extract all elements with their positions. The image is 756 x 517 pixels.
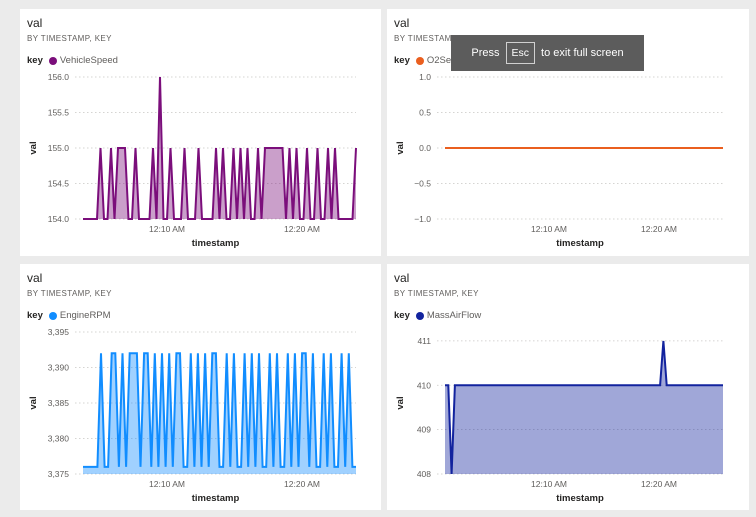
- chart-mass-air-flow: 408 409 410 411 12:10 AM 12:20 AM timestamp val: [395, 336, 723, 504]
- legend: key EngineRPM: [27, 310, 111, 321]
- tile-title: val: [27, 16, 43, 30]
- y-tick-label: 1.0: [419, 72, 431, 82]
- y-axis-title: val: [395, 396, 406, 409]
- legend-dot-icon: [48, 311, 57, 320]
- series-line: [83, 76, 357, 220]
- x-axis-title: timestamp: [556, 493, 604, 504]
- x-axis-title: timestamp: [192, 238, 240, 249]
- x-tick-label: 12:10 AM: [531, 479, 567, 489]
- y-tick-label: 3,390: [48, 363, 70, 373]
- legend-key-label: key: [394, 310, 410, 321]
- y-tick-label: −1.0: [414, 214, 431, 224]
- legend-key-label: key: [394, 55, 410, 66]
- x-tick-label: 12:20 AM: [284, 479, 320, 489]
- toast-message: to exit full screen: [541, 47, 624, 59]
- y-tick-label: −0.5: [414, 179, 431, 189]
- y-tick-label: 3,395: [48, 327, 70, 337]
- legend: key MassAirFlow: [394, 310, 481, 321]
- y-axis-title: val: [395, 141, 406, 154]
- tile-title: val: [394, 271, 410, 285]
- y-axis-title: val: [28, 396, 39, 409]
- tile-title: val: [394, 16, 410, 30]
- x-tick-label: 12:20 AM: [284, 224, 320, 234]
- exit-fullscreen-toast: Press Esc to exit full screen: [451, 35, 644, 71]
- esc-key-badge: Esc: [505, 42, 536, 64]
- tile-title: val: [27, 271, 43, 285]
- series-line: [83, 352, 356, 468]
- chart-o2-sensor-voltage: −1.0 −0.5 0.0 0.5 1.0 12:10 AM 12:20 AM timesta…: [395, 72, 723, 249]
- y-axis-title: val: [28, 141, 39, 154]
- y-tick-label: 154.5: [48, 179, 70, 189]
- x-tick-label: 12:10 AM: [149, 479, 185, 489]
- legend-dot-icon: [415, 56, 424, 65]
- y-tick-label: 3,375: [48, 469, 70, 479]
- x-tick-label: 12:20 AM: [641, 224, 677, 234]
- legend-series-name[interactable]: EngineRPM: [59, 310, 111, 321]
- y-tick-label: 155.5: [48, 108, 70, 118]
- tile-o2-sensor-voltage[interactable]: val BY TIMESTAMP, KEY key O2SensorVoltag…: [387, 9, 749, 256]
- chart-vehicle-speed: 154.0 154.5 155.0 155.5 156.0 12:10 AM 12:20 A…: [28, 72, 357, 249]
- series-line: [445, 340, 723, 475]
- y-tick-label: 410: [417, 380, 431, 390]
- tile-mass-air-flow[interactable]: val BY TIMESTAMP, KEY key MassAirFlow 40…: [387, 264, 749, 510]
- y-tick-label: 156.0: [48, 72, 70, 82]
- x-tick-label: 12:10 AM: [531, 224, 567, 234]
- series-area: [445, 340, 723, 474]
- x-axis-title: timestamp: [192, 493, 240, 504]
- y-tick-label: 409: [417, 425, 431, 435]
- legend: key VehicleSpeed: [27, 55, 118, 66]
- legend-dot-icon: [415, 311, 424, 320]
- legend-key-label: key: [27, 55, 43, 66]
- tile-subtitle: BY TIMESTAMP, KEY: [27, 289, 112, 298]
- y-tick-label: 0.5: [419, 108, 431, 118]
- tile-subtitle: BY TIMESTAMP, KEY: [394, 34, 479, 43]
- y-tick-label: 155.0: [48, 143, 70, 153]
- tile-subtitle: BY TIMESTAMP, KEY: [394, 289, 479, 298]
- y-tick-label: 0.0: [419, 143, 431, 153]
- legend-series-name[interactable]: MassAirFlow: [426, 310, 482, 321]
- toast-press-text: Press: [471, 47, 500, 59]
- y-tick-label: 154.0: [48, 214, 70, 224]
- y-tick-label: 3,385: [48, 398, 70, 408]
- x-tick-label: 12:10 AM: [149, 224, 185, 234]
- legend-series-name[interactable]: VehicleSpeed: [59, 55, 118, 66]
- chart-engine-rpm: 3,375 3,380 3,385 3,390 3,395 12:10 AM 12:20 A…: [28, 327, 356, 504]
- x-tick-label: 12:20 AM: [641, 479, 677, 489]
- tile-vehicle-speed[interactable]: val BY TIMESTAMP, KEY key VehicleSpeed 1…: [20, 9, 381, 256]
- y-tick-label: 408: [417, 469, 431, 479]
- y-tick-label: 3,380: [48, 434, 70, 444]
- y-tick-label: 411: [417, 336, 431, 346]
- x-axis-title: timestamp: [556, 238, 604, 249]
- tile-subtitle: BY TIMESTAMP, KEY: [27, 34, 112, 43]
- tile-engine-rpm[interactable]: val BY TIMESTAMP, KEY key EngineRPM 3,37…: [20, 264, 381, 510]
- legend-dot-icon: [48, 56, 57, 65]
- legend-key-label: key: [27, 310, 43, 321]
